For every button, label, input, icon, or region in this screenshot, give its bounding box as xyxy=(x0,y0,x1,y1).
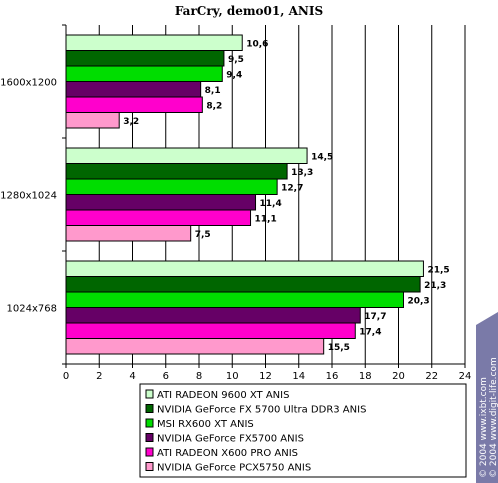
watermark-text-2: © 2004 www.digit-life.com xyxy=(489,357,498,478)
x-tick-label: 4 xyxy=(129,371,135,382)
bar xyxy=(65,260,424,277)
watermark-text-1: © 2004 www.ixbt.com xyxy=(479,377,489,478)
legend-box xyxy=(139,383,467,478)
data-label: 12,7 xyxy=(281,183,303,193)
data-label: 9,4 xyxy=(226,70,242,80)
bar xyxy=(65,163,288,180)
bar xyxy=(65,291,404,308)
x-tick-label: 0 xyxy=(63,371,69,382)
legend-label: MSI RX600 XT ANIS xyxy=(157,419,254,430)
data-label: 11,4 xyxy=(260,199,282,209)
data-label: 17,4 xyxy=(359,327,381,337)
category-label: 1024x768 xyxy=(7,304,57,315)
data-label: 8,2 xyxy=(206,101,222,111)
data-label: 10,6 xyxy=(246,39,268,49)
bar xyxy=(65,225,192,242)
bar xyxy=(65,209,252,226)
bar xyxy=(65,194,257,211)
category-label: 1600x1200 xyxy=(0,78,57,89)
data-label: 11,1 xyxy=(255,214,277,224)
data-label: 9,5 xyxy=(228,55,244,65)
bar xyxy=(65,178,278,195)
data-label: 20,3 xyxy=(407,296,429,306)
bar xyxy=(65,81,202,98)
bar xyxy=(65,96,203,113)
bar xyxy=(65,147,308,164)
legend-label: ATI RADEON 9600 XT ANIS xyxy=(157,390,289,401)
data-labels: 10,69,5 9,4 8,1 8,2 3,2 14,5 13,3 12,7 11,4 11,1 7… xyxy=(123,39,449,353)
x-tick-label: 18 xyxy=(359,371,372,382)
x-tick-label: 24 xyxy=(459,371,472,382)
legend-swatch xyxy=(145,389,154,399)
bar xyxy=(65,112,120,129)
watermark: © 2004 www.ixbt.com © 2004 www.digit-lif… xyxy=(476,312,498,483)
bar xyxy=(65,276,421,293)
data-label: 13,3 xyxy=(291,168,313,178)
data-label: 14,5 xyxy=(311,152,333,162)
legend: ATI RADEON 9600 XT ANIS NVIDIA GeForce FX… xyxy=(139,383,467,478)
x-tick-label: 10 xyxy=(226,371,239,382)
x-tick-label: 20 xyxy=(392,371,405,382)
data-label: 21,5 xyxy=(427,265,449,275)
bar xyxy=(65,322,356,339)
data-label: 17,7 xyxy=(364,312,386,322)
data-label: 21,3 xyxy=(424,281,446,291)
x-tick-label: 6 xyxy=(163,371,169,382)
legend-label: NVIDIA GeForce PCX5750 ANIS xyxy=(157,463,311,474)
data-label: 8,1 xyxy=(205,86,221,96)
bar xyxy=(65,65,223,82)
x-tick-label: 12 xyxy=(259,371,272,382)
legend-swatch xyxy=(145,418,154,428)
legend-swatch xyxy=(145,447,154,457)
bar xyxy=(65,34,243,51)
x-tick-label: 22 xyxy=(425,371,438,382)
data-label: 7,5 xyxy=(195,230,211,240)
legend-label: NVIDIA GeForce FX 5700 Ultra DDR3 ANIS xyxy=(157,405,366,416)
data-label: 3,2 xyxy=(123,117,139,127)
chart-title: FarCry, demo01, ANIS xyxy=(175,4,323,18)
bar xyxy=(65,307,361,324)
x-tick-label: 16 xyxy=(326,371,339,382)
category-label: 1280x1024 xyxy=(0,191,57,202)
bar xyxy=(65,50,225,67)
data-label: 15,5 xyxy=(328,343,350,353)
x-tick-label: 2 xyxy=(96,371,102,382)
legend-swatch xyxy=(145,404,154,413)
legend-swatch xyxy=(145,462,154,471)
bar xyxy=(65,338,325,355)
x-tick-label: 8 xyxy=(196,371,202,382)
x-tick-label: 14 xyxy=(292,371,305,382)
watermark-band xyxy=(476,312,498,483)
legend-label: NVIDIA GeForce FX5700 ANIS xyxy=(157,434,304,445)
legend-label: ATI RADEON X600 PRO ANIS xyxy=(157,448,298,459)
legend-swatch xyxy=(145,433,154,442)
